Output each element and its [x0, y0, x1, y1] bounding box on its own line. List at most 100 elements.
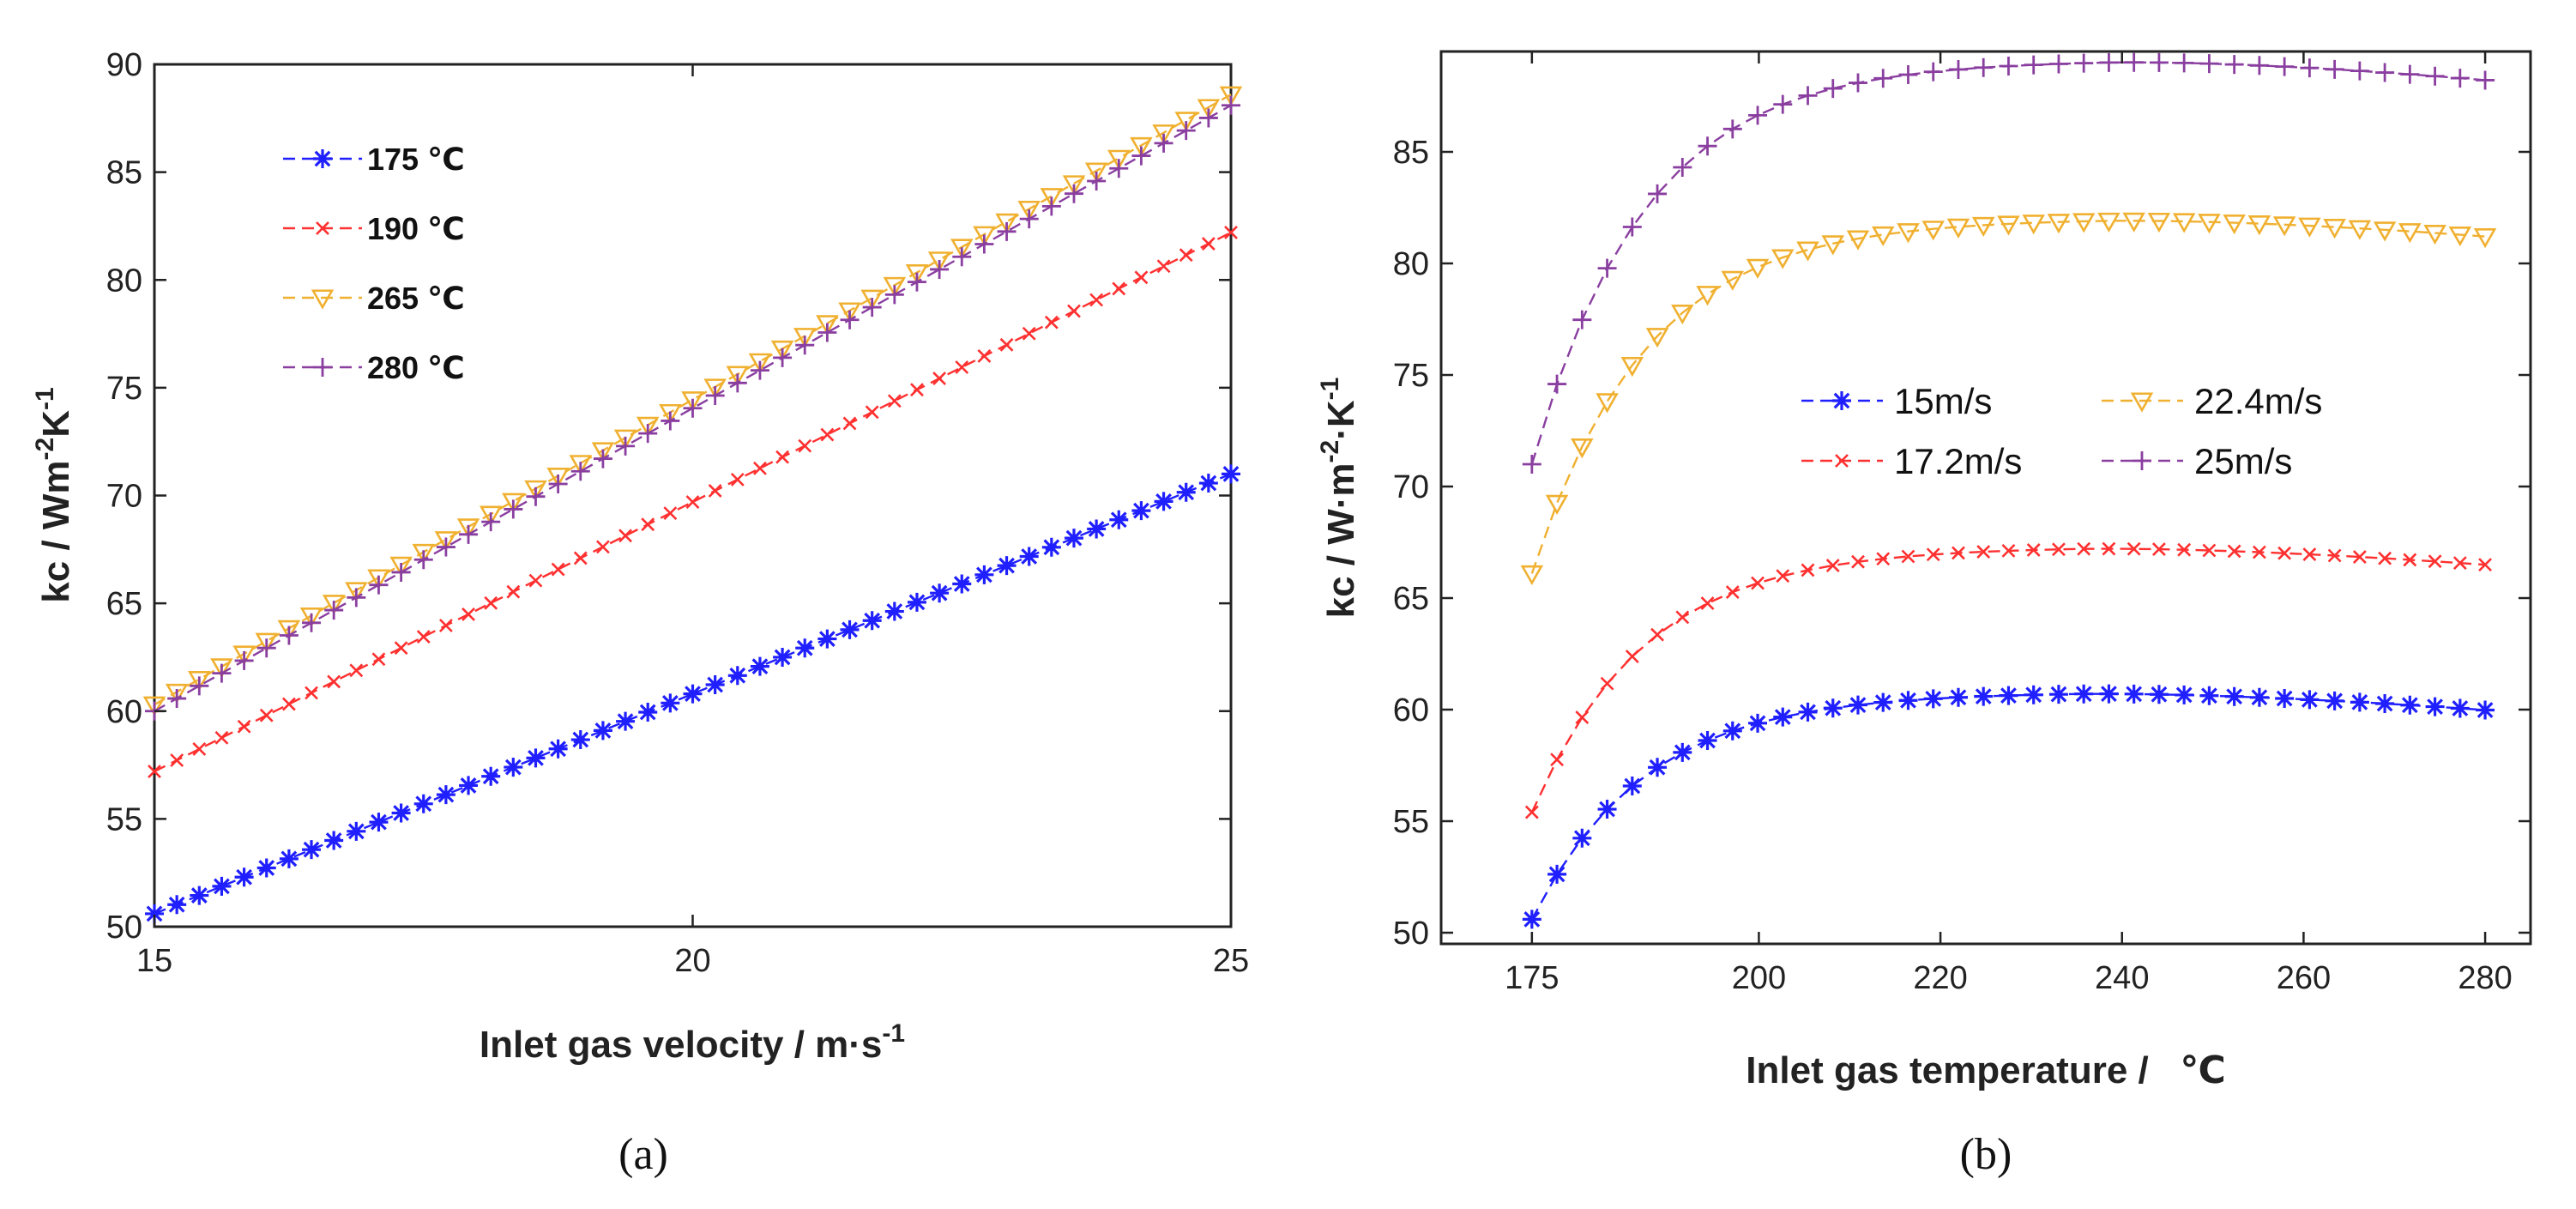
data-point: [2350, 61, 2369, 81]
data-point: [2272, 216, 2296, 237]
data-point: [817, 629, 837, 649]
data-point: [347, 588, 366, 608]
data-point: [1650, 627, 1664, 642]
data-point: [1222, 464, 1240, 484]
data-point: [502, 493, 525, 513]
y-tick-label: 65: [1393, 581, 1429, 617]
data-point: [1112, 281, 1126, 296]
data-point: [798, 438, 812, 453]
data-point: [1846, 230, 1870, 251]
data-point: [2149, 52, 2169, 72]
data-point: [613, 429, 637, 450]
legend-label: 17.2m/s: [1894, 441, 2022, 481]
data-point: [1871, 226, 1895, 247]
data-point: [234, 867, 254, 887]
data-point: [616, 436, 636, 456]
data-point: [2223, 215, 2246, 235]
data-point: [1522, 910, 1541, 929]
legend-item: 17.2m/s: [1801, 441, 2022, 481]
data-point: [1974, 57, 1994, 77]
y-tick-label: 85: [106, 155, 142, 191]
data-point: [705, 674, 725, 694]
data-point: [883, 276, 907, 297]
data-point: [2275, 57, 2295, 76]
data-point: [1974, 686, 1994, 706]
x-tick-label: 20: [674, 943, 710, 979]
data-point: [638, 424, 658, 444]
data-point: [413, 794, 433, 813]
data-point: [524, 480, 547, 501]
data-point: [2097, 212, 2121, 233]
data-point: [661, 411, 680, 431]
data-point: [2249, 687, 2269, 707]
data-point: [1131, 501, 1151, 521]
data-point: [2074, 684, 2094, 704]
data-point: [214, 730, 229, 745]
data-point: [1849, 695, 1867, 715]
data-point: [2400, 64, 2420, 84]
data-point: [793, 328, 817, 348]
data-point: [1089, 293, 1104, 307]
data-point: [884, 285, 904, 305]
data-point: [2448, 226, 2472, 247]
data-point: [281, 697, 296, 711]
data-point: [2124, 52, 2144, 72]
legend-marker: [311, 289, 335, 310]
data-point: [1154, 492, 1173, 511]
data-point: [279, 849, 299, 868]
data-point: [1572, 310, 1592, 329]
data-point: [1748, 106, 1768, 125]
data-point: [955, 360, 969, 374]
data-point: [1547, 864, 1567, 884]
series-280-: [145, 95, 1240, 721]
data-point: [570, 730, 590, 750]
data-point: [795, 638, 815, 658]
data-point: [192, 742, 207, 756]
legend-marker: [2133, 451, 2151, 470]
data-point: [1798, 86, 1818, 106]
data-point: [2323, 219, 2346, 239]
data-point: [997, 221, 1017, 241]
data-point: [703, 378, 727, 399]
data-point: [2398, 223, 2422, 244]
data-point: [190, 676, 209, 696]
data-point: [2149, 685, 2169, 704]
data-point: [753, 461, 767, 475]
data-point: [1062, 175, 1086, 196]
data-point: [661, 693, 680, 713]
data-point: [2348, 220, 2372, 240]
data-point: [2048, 54, 2068, 74]
data-point: [2048, 685, 2068, 704]
data-point: [1575, 710, 1590, 724]
data-point: [1751, 576, 1765, 590]
data-point: [165, 683, 189, 704]
data-point: [345, 582, 368, 602]
chart-b-series: [1520, 52, 2497, 929]
x-tick-label: 25: [1213, 943, 1249, 979]
data-point: [860, 289, 884, 310]
data-point: [1201, 237, 1216, 251]
legend-item: 15m/s: [1801, 381, 1992, 421]
legend-label: 25m/s: [2194, 441, 2292, 481]
data-point: [573, 551, 588, 565]
data-point: [2378, 551, 2392, 565]
data-point: [1823, 79, 1843, 99]
data-point: [1748, 713, 1768, 733]
data-point: [416, 630, 431, 644]
data-point: [1873, 69, 1893, 88]
data-point: [2072, 213, 2096, 233]
data-point: [2476, 700, 2495, 720]
x-tick-label: 260: [2277, 960, 2331, 996]
data-point: [952, 574, 972, 594]
series-line: [1530, 692, 2486, 920]
data-point: [1017, 200, 1041, 221]
data-point: [369, 575, 389, 595]
data-point: [551, 562, 565, 577]
data-point: [148, 765, 161, 779]
data-point: [1198, 108, 1218, 128]
data-point: [2024, 55, 2043, 75]
data-point: [1600, 676, 1614, 691]
data-point: [750, 360, 769, 380]
data-point: [659, 403, 682, 425]
